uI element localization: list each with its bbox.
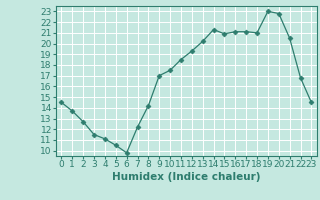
- X-axis label: Humidex (Indice chaleur): Humidex (Indice chaleur): [112, 172, 261, 182]
